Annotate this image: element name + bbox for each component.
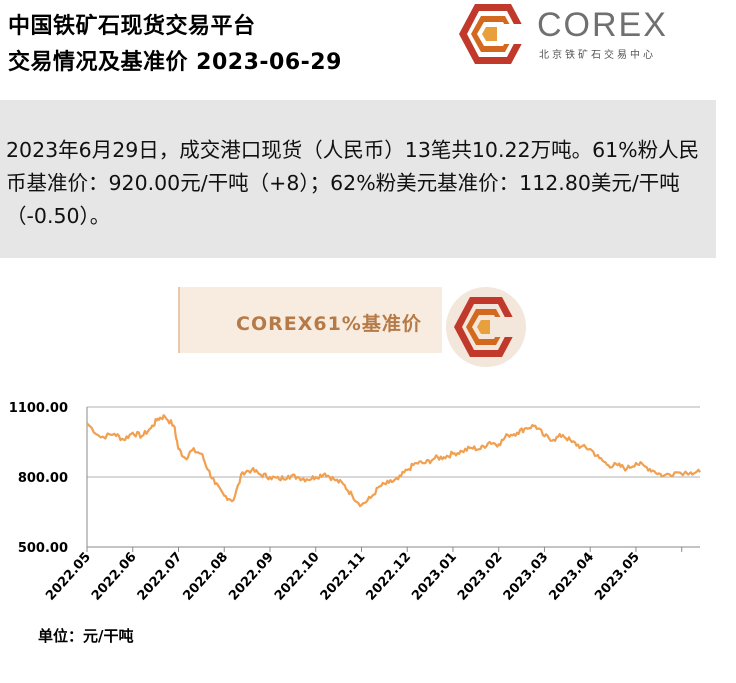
summary-box: 2023年6月29日，成交港口现货（人民币）13笔共10.22万吨。61%粉人民… [0, 100, 716, 258]
series-line [86, 414, 701, 508]
x-tick-label: 2022.09 [226, 550, 277, 604]
y-tick-label: 800.00 [18, 471, 68, 486]
summary-text: 2023年6月29日，成交港口现货（人民币）13笔共10.22万吨。61%粉人民… [6, 138, 700, 228]
corex-emblem-icon [459, 4, 529, 64]
x-tick-label: 2022.07 [135, 550, 186, 604]
logo-wordmark: COREX [537, 6, 668, 44]
logo-subtitle: 北京铁矿石交易中心 [539, 50, 656, 61]
x-tick-label: 2023.03 [501, 550, 552, 604]
chart-svg: 1100.00 800.00 500.002022.052022.062022.07… [9, 401, 701, 604]
price-chart: 1100.00 800.00 500.00 2022.05 2022.06 2022.07… [0, 380, 736, 679]
x-tick-label: 2022.12 [363, 550, 414, 604]
x-tick-label: 2022.10 [272, 550, 323, 604]
y-tick-label: 1100.00 [9, 401, 68, 416]
banner-label: COREX61%基准价 [236, 313, 422, 335]
x-tick-label: 2022.06 [89, 550, 140, 604]
page-title: 中国铁矿石现货交易平台 [8, 14, 256, 39]
page-subtitle: 交易情况及基准价 2023-06-29 [8, 50, 342, 75]
benchmark-banner: COREX61%基准价 [178, 287, 442, 353]
banner-emblem-icon [440, 285, 532, 373]
x-tick-label: 2022.05 [43, 550, 94, 604]
corex-logo: COREX 北京铁矿石交易中心 [457, 2, 727, 72]
x-tick-label: 2023.01 [409, 550, 460, 604]
x-tick-label: 2023.04 [546, 550, 597, 604]
x-tick-label: 2022.11 [318, 550, 369, 604]
x-tick-label: 2023.05 [592, 550, 643, 604]
x-tick-label: 2022.08 [180, 550, 231, 604]
y-tick-label: 500.00 [18, 541, 68, 556]
unit-label: 单位：元/干吨 [38, 627, 134, 645]
x-tick-label: 2023.02 [455, 550, 506, 604]
